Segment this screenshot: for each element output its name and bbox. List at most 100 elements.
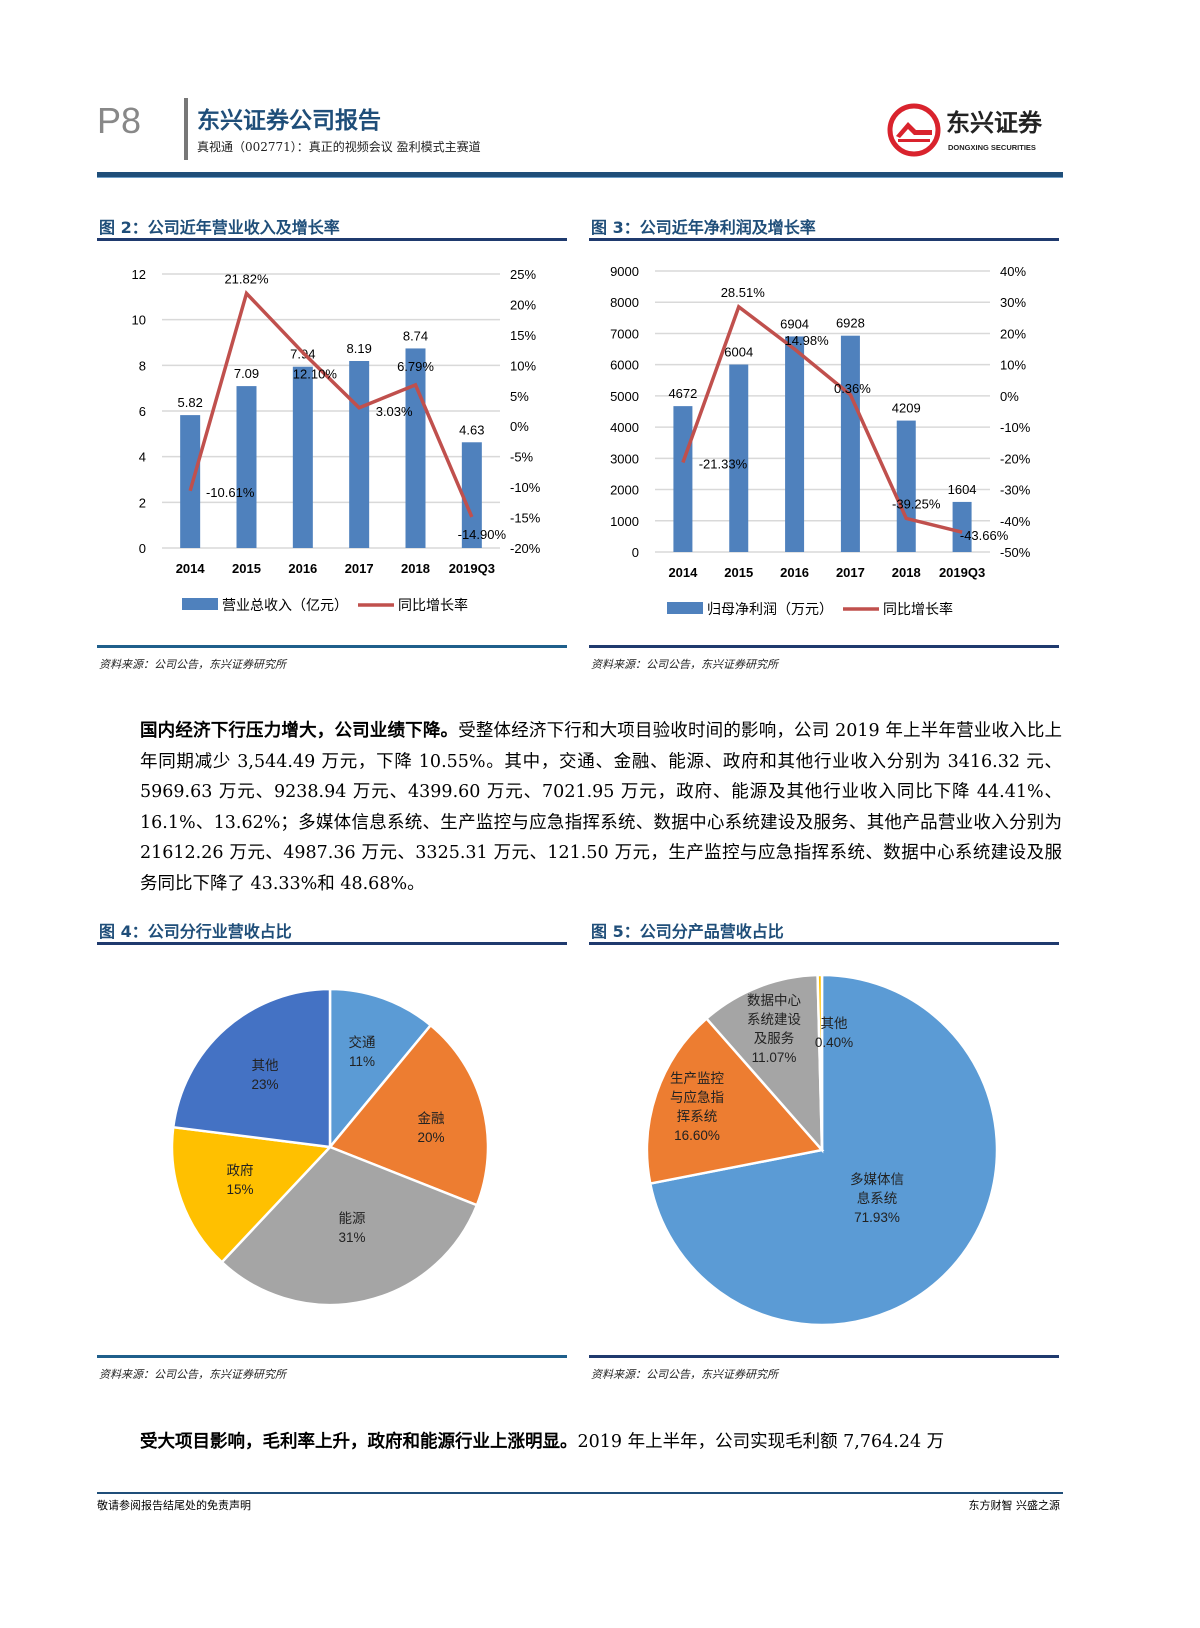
y2-tick-label: -10% xyxy=(510,480,541,495)
growth-label: -21.33% xyxy=(699,456,748,471)
slice-name-label: 金融 xyxy=(418,1111,445,1126)
pie-slice xyxy=(171,987,332,1149)
fig3-bottom-rule xyxy=(589,645,1059,648)
y-tick-label: 7000 xyxy=(610,326,639,341)
growth-label: -39.25% xyxy=(892,496,941,511)
fig2-title-rule xyxy=(97,238,567,241)
y-tick-label: 2 xyxy=(139,495,146,510)
industry-pie-chart: 交通 11% 金融 20% 能源 31% 政府 15% 其他 23% xyxy=(170,987,490,1307)
x-tick-label: 2014 xyxy=(668,565,698,580)
pie-slice xyxy=(220,1145,479,1307)
legend-bar-label: 营业总收入（亿元） xyxy=(222,597,348,613)
x-tick-label: 2017 xyxy=(836,565,865,580)
growth-line xyxy=(681,304,963,534)
bar xyxy=(236,386,257,548)
slice-percent-label: 20% xyxy=(417,1130,444,1145)
bar xyxy=(405,348,426,548)
y-tick-label: 1000 xyxy=(610,514,639,529)
bar-value-label: 4209 xyxy=(892,401,921,416)
slice-name-label: 息系统 xyxy=(857,1190,898,1206)
bar xyxy=(349,360,370,548)
y2-tick-label: 40% xyxy=(1000,264,1026,279)
y2-tick-label: 20% xyxy=(510,297,536,312)
y-tick-label: 6000 xyxy=(610,358,639,373)
bar-value-label: 8.19 xyxy=(347,341,372,356)
y2-tick-label: -5% xyxy=(510,450,534,465)
page-number: P8 xyxy=(97,100,142,141)
y-tick-label: 2000 xyxy=(610,483,639,498)
fig5-bottom-rule xyxy=(589,1355,1059,1358)
x-tick-label: 2018 xyxy=(892,565,921,580)
fig4-title: 图 4：公司分行业营收占比 xyxy=(99,922,292,941)
slice-percent-label: 16.60% xyxy=(674,1128,720,1143)
footer-disclaimer: 敬请参阅报告结尾处的免责声明 xyxy=(97,1499,251,1512)
legend-bar-label: 归母净利润（万元） xyxy=(707,601,833,617)
y2-tick-label: -15% xyxy=(510,511,541,526)
slice-percent-label: 11% xyxy=(349,1054,375,1069)
y-tick-label: 6 xyxy=(139,404,146,419)
revenue-chart: 0 2 4 6 8 10 12 -20% -15% -10% -5% 0% 5% 10% 15% 20% 25%… xyxy=(132,267,541,613)
fig4-title-rule xyxy=(97,942,567,945)
y2-tick-label: -10% xyxy=(1000,420,1031,435)
fig2-bottom-rule xyxy=(97,645,567,648)
logo-emblem-icon: 东兴证券 DONGXING SECURITIES xyxy=(887,103,1043,157)
product-pie-chart: 多媒体信息系统 71.93% 生产监控与应急指挥系统 16.60% 数据中心系统建设及服… xyxy=(645,973,999,1327)
y2-tick-label: -20% xyxy=(510,541,541,556)
growth-label: 12.10% xyxy=(293,367,338,382)
x-tick-label: 2019Q3 xyxy=(939,565,985,580)
y-tick-label: 3000 xyxy=(610,451,639,466)
pie-slice xyxy=(170,1125,333,1264)
bar-value-label: 8.74 xyxy=(403,328,428,343)
legend-bar-swatch xyxy=(667,602,703,614)
bar-value-label: 6904 xyxy=(780,316,809,331)
slice-name-label: 政府 xyxy=(227,1163,254,1178)
y2-tick-label: 10% xyxy=(1000,358,1026,373)
bar xyxy=(785,336,805,552)
fig2-title: 图 2：公司近年营业收入及增长率 xyxy=(99,218,340,237)
y-tick-label: 4000 xyxy=(610,420,639,435)
bar-value-label: 1604 xyxy=(948,482,977,497)
growth-label: -43.66% xyxy=(960,528,1009,543)
logo-cn-text: 东兴证券 xyxy=(946,109,1043,137)
slice-name-label: 及服务 xyxy=(754,1031,795,1046)
pie-slice xyxy=(816,973,824,1151)
bar-value-label: 4.63 xyxy=(459,422,484,437)
x-tick-label: 2014 xyxy=(176,561,206,576)
y2-tick-label: -50% xyxy=(1000,545,1031,560)
bar-value-label: 6928 xyxy=(836,316,865,331)
growth-label: -14.90% xyxy=(458,527,507,542)
slice-name-label: 其他 xyxy=(821,1016,848,1031)
footer-slogan: 东方财智 兴盛之源 xyxy=(968,1499,1061,1512)
paragraph-body: 受整体经济下行和大项目验收时间的影响，公司 2019 年上半年营业收入比上年同期… xyxy=(140,721,1062,894)
y-tick-label: 8000 xyxy=(610,295,639,310)
fig4-source: 资料来源：公司公告，东兴证券研究所 xyxy=(99,1368,286,1381)
slice-name-label: 多媒体信 xyxy=(850,1171,904,1187)
y-tick-label: 0 xyxy=(139,541,146,556)
bar xyxy=(729,364,749,552)
bar-value-label: 4672 xyxy=(668,386,697,401)
y2-tick-label: -20% xyxy=(1000,451,1031,466)
y2-tick-label: 20% xyxy=(1000,326,1026,341)
paragraph-lead: 受大项目影响，毛利率上升，政府和能源行业上涨明显。 xyxy=(140,1432,578,1452)
slice-name-label: 系统建设 xyxy=(747,1012,801,1027)
y2-tick-label: 5% xyxy=(510,389,529,404)
x-tick-label: 2016 xyxy=(288,561,317,576)
pie-slice xyxy=(704,973,824,1154)
legend-bar-swatch xyxy=(182,598,218,610)
x-tick-label: 2015 xyxy=(232,561,261,576)
pie-slice xyxy=(328,987,433,1151)
slice-percent-label: 23% xyxy=(251,1077,278,1092)
y-tick-label: 0 xyxy=(632,545,639,560)
y2-tick-label: -40% xyxy=(1000,514,1031,529)
fig3-title: 图 3：公司近年净利润及增长率 xyxy=(591,218,816,237)
x-tick-label: 2019Q3 xyxy=(449,561,495,576)
fig5-title-rule xyxy=(589,942,1059,945)
slice-percent-label: 71.93% xyxy=(854,1210,900,1225)
footer-rule xyxy=(97,1492,1063,1494)
y2-tick-label: 0% xyxy=(1000,389,1019,404)
bar xyxy=(952,501,972,552)
y-tick-label: 10 xyxy=(132,313,146,328)
paragraph-body: 2019 年上半年，公司实现毛利额 7,764.24 万 xyxy=(577,1432,945,1452)
growth-label: 6.79% xyxy=(397,359,434,374)
slice-percent-label: 31% xyxy=(338,1230,365,1245)
